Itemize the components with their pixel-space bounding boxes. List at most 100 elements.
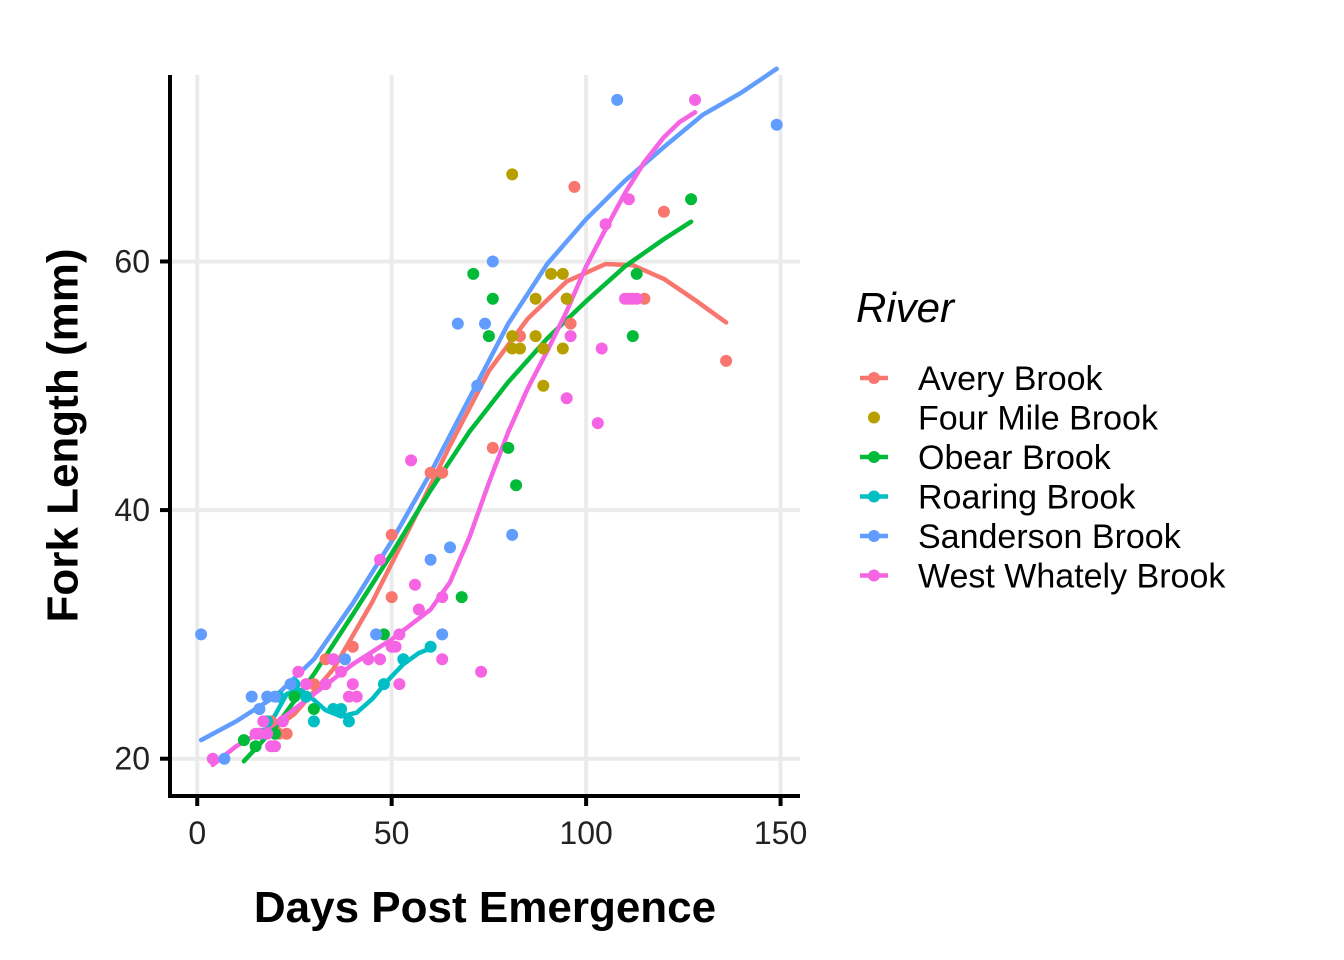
legend-label: Roaring Brook <box>918 479 1136 517</box>
data-point <box>591 417 604 430</box>
data-point <box>374 553 386 566</box>
data-point <box>599 218 612 231</box>
data-point <box>479 317 491 330</box>
data-point <box>385 591 398 604</box>
data-point <box>409 578 421 591</box>
data-point <box>564 330 577 343</box>
data-point <box>506 330 519 343</box>
data-point <box>556 342 569 355</box>
data-point <box>339 653 351 666</box>
legend-key-point <box>868 411 880 424</box>
data-point <box>502 441 515 454</box>
data-point <box>284 678 297 691</box>
data-point <box>397 653 410 666</box>
data-point <box>529 330 542 343</box>
data-point <box>537 379 550 392</box>
legend-label: Four Mile Brook <box>918 400 1159 438</box>
data-point <box>626 330 639 343</box>
legend-item: West Whately Brook <box>860 558 1226 596</box>
data-point <box>630 267 643 280</box>
data-point <box>529 292 542 305</box>
data-point <box>451 317 464 330</box>
data-point <box>568 180 581 193</box>
data-point <box>424 640 437 653</box>
legend-item: Four Mile Brook <box>868 400 1159 438</box>
legend-item: Sanderson Brook <box>860 518 1182 556</box>
data-point <box>510 479 523 492</box>
data-point <box>556 267 569 280</box>
data-point <box>537 342 550 355</box>
y-axis-title: Fork Length (mm) <box>38 249 87 623</box>
data-point <box>377 678 390 691</box>
data-point <box>245 690 258 703</box>
data-point <box>506 528 519 541</box>
data-point <box>362 653 375 666</box>
data-point <box>471 379 484 392</box>
smooth-lines <box>198 66 779 768</box>
legend-key-point <box>868 569 880 582</box>
data-point <box>545 267 558 280</box>
data-point <box>486 441 499 454</box>
data-point <box>288 690 301 703</box>
data-point <box>595 342 608 355</box>
data-point <box>689 93 701 106</box>
data-point <box>436 591 449 604</box>
x-tick-label: 150 <box>754 815 807 851</box>
data-point <box>685 193 698 206</box>
y-tick-label: 60 <box>114 243 150 279</box>
data-point <box>307 715 320 728</box>
x-axis-title: Days Post Emergence <box>254 883 716 932</box>
data-point <box>300 690 313 703</box>
data-point <box>385 528 398 541</box>
smooth-line <box>198 66 779 743</box>
x-tick-label: 0 <box>188 815 206 851</box>
legend-label: Sanderson Brook <box>918 518 1182 556</box>
data-point <box>253 703 266 715</box>
data-point <box>630 292 643 305</box>
data-point <box>276 715 289 728</box>
axes <box>160 75 800 806</box>
data-point <box>506 168 519 181</box>
x-tick-label: 100 <box>559 815 612 851</box>
data-point <box>327 653 340 666</box>
data-point <box>444 541 456 554</box>
data-point <box>335 665 348 678</box>
legend-label: Obear Brook <box>918 439 1112 477</box>
data-point <box>564 317 577 330</box>
smooth-line <box>241 219 694 764</box>
legend-label: Avery Brook <box>918 360 1104 398</box>
data-point <box>342 715 355 728</box>
data-point <box>436 628 449 641</box>
data-point <box>249 740 262 753</box>
legend-label: West Whately Brook <box>918 558 1226 596</box>
data-point <box>424 466 437 479</box>
data-point <box>467 267 480 280</box>
data-point <box>393 678 406 691</box>
data-point <box>486 255 499 268</box>
data-points <box>195 93 783 765</box>
data-point <box>514 342 526 355</box>
data-point <box>412 603 425 616</box>
data-point <box>237 734 250 747</box>
data-point <box>622 193 635 206</box>
legend-key-point <box>868 490 880 503</box>
data-point <box>319 678 332 691</box>
data-point <box>611 93 624 106</box>
tick-labels: 0 50 100 150 20 40 60 <box>114 243 807 851</box>
data-point <box>346 640 359 653</box>
data-point <box>424 553 437 566</box>
grid-lines <box>170 75 800 796</box>
data-point <box>393 628 406 641</box>
x-tick-label: 50 <box>374 815 410 851</box>
legend-item: Roaring Brook <box>860 479 1136 517</box>
legend-item: Obear Brook <box>860 439 1112 477</box>
data-point <box>560 292 573 305</box>
data-point <box>206 752 219 765</box>
data-point <box>455 591 468 604</box>
data-point <box>370 628 383 641</box>
data-point <box>482 330 495 343</box>
data-point <box>350 690 363 703</box>
data-point <box>436 653 449 666</box>
